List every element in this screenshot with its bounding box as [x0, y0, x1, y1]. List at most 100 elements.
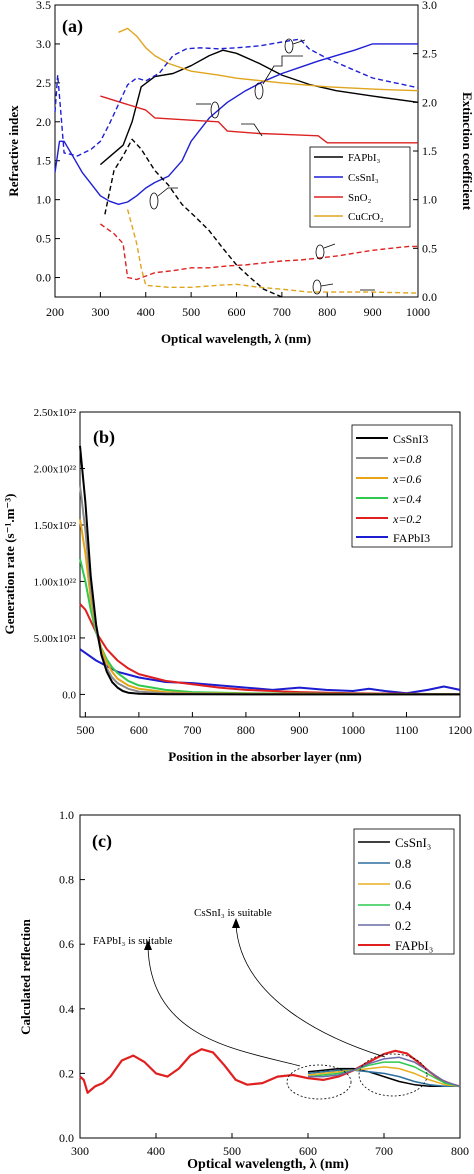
y-tick-label: 0.0 — [62, 689, 76, 701]
x-tick-label: 500 — [223, 1144, 241, 1158]
y-tick-label: 1.0 — [59, 808, 74, 822]
panel-c-y-axis-title: Calculated reflection — [18, 918, 33, 1034]
y-tick-label: 0.5 — [422, 241, 437, 255]
panel-b-series — [79, 445, 461, 696]
y-tick-label: 2.5 — [36, 76, 51, 90]
panel-a-legend: FAPbI₃ CsSnI₃ SnO₂ CuCrO₂ — [309, 146, 411, 228]
legend-entry: SnO₂ — [348, 192, 372, 204]
panel-c-legend: CsSnI₃ 0.8 0.6 0.4 0.2 FAPbI₃ — [353, 828, 455, 955]
y-tick-label: 0.6 — [59, 937, 74, 951]
series-line-3 — [307, 1066, 461, 1088]
annotation-arrowhead — [144, 940, 152, 950]
series-line-1 — [307, 1067, 460, 1088]
series-line-5 — [308, 1056, 461, 1088]
x-tick-label: 500 — [76, 723, 94, 737]
y-tick-label: 2.0 — [422, 95, 437, 109]
x-tick-label: 400 — [137, 305, 155, 319]
panel-a-x-axis-title: Optical wavelength, λ (nm) — [161, 331, 311, 346]
y-tick-label: 0.4 — [59, 1002, 74, 1016]
panel-c: (c) 300 400 500 600 700 800 0.0 0.2 0.4 0.6 0.8 1.… — [18, 808, 469, 1172]
series-line-n-1 — [54, 43, 418, 206]
legend-entry: FAPbI₃ — [348, 152, 381, 164]
panel-c-annotations: CsSnI₃ is suitable FAPbI₃ is suitable — [93, 907, 428, 1100]
legend-entry: 0.8 — [395, 856, 411, 871]
legend-entry: 0.6 — [395, 877, 412, 892]
legend-entry: FAPbI3 — [393, 531, 430, 545]
y-tick-label: 1.50x10²² — [34, 520, 77, 532]
y-tick-label: 1.00x10²² — [34, 576, 77, 588]
series-line-x-0-2 — [79, 603, 461, 696]
y-tick-label: 1.5 — [422, 144, 437, 158]
legend-entry: CsSnI3 — [393, 432, 428, 446]
panel-c-label: (c) — [92, 831, 112, 852]
y-tick-label: 0.0 — [59, 1131, 74, 1145]
x-tick-label: 1000 — [341, 723, 365, 737]
annotation-circle — [210, 101, 220, 119]
legend-entry: 0.2 — [395, 918, 411, 933]
x-tick-label: 700 — [273, 305, 291, 319]
panel-c-x-axis-title: Optical wavelength, λ (nm) — [187, 1157, 349, 1172]
panel-b-y-ticks: 0.0 5.00x10²¹ 1.00x10²² 1.50x10²² 2.00x10²² 2… — [34, 407, 85, 701]
series-line-n-2 — [100, 95, 418, 144]
annotation-arrowhead — [232, 918, 240, 928]
series-line-0 — [79, 1048, 461, 1094]
y-tick-label: 5.00x10²¹ — [34, 633, 76, 645]
x-tick-label: 900 — [290, 723, 308, 737]
y-tick-label: 1.5 — [36, 154, 51, 168]
y-tick-label: 0.8 — [59, 873, 74, 887]
annotation-arrow — [323, 243, 336, 249]
x-tick-label: 900 — [364, 305, 382, 319]
series-line-k-0 — [104, 138, 283, 298]
x-tick-label: 600 — [130, 723, 148, 737]
legend-entry: FAPbI₃ — [395, 938, 433, 953]
annotation-circle — [358, 1053, 428, 1097]
x-tick-label: 800 — [451, 1144, 469, 1158]
y-tick-label: 1.0 — [422, 193, 437, 207]
panel-b-plot-frame — [79, 411, 461, 718]
x-tick-label: 800 — [237, 723, 255, 737]
panel-c-legend-box — [353, 828, 455, 955]
series-line-4 — [307, 1061, 461, 1088]
x-tick-label: 800 — [318, 305, 336, 319]
y-tick-label: 0.0 — [36, 271, 51, 285]
y-tick-label: 1.0 — [36, 193, 51, 207]
legend-entry: x=0.4 — [392, 492, 421, 506]
panel-c-series — [79, 1048, 461, 1094]
annotation-arrow — [320, 283, 334, 287]
annotation-arrow — [147, 945, 301, 1067]
x-tick-label: 700 — [375, 1144, 393, 1158]
x-tick-label: 200 — [46, 305, 64, 319]
y-tick-label: 2.0 — [36, 115, 51, 129]
x-tick-label: 600 — [228, 305, 246, 319]
x-tick-label: 700 — [183, 723, 201, 737]
panel-b-legend-box — [351, 424, 453, 548]
x-tick-label: 500 — [182, 305, 200, 319]
annotation-arrow — [157, 187, 178, 197]
series-line-n-3 — [118, 27, 419, 92]
panel-c-y-ticks: 0.0 0.2 0.4 0.6 0.8 1.0 — [59, 808, 85, 1145]
annotation-arrow — [241, 123, 263, 137]
panel-a-y-ticks: 0.0 0.5 1.0 1.5 2.0 2.5 3.0 3.5 — [36, 0, 60, 285]
x-tick-label: 1100 — [395, 723, 419, 737]
y-tick-label: 3.5 — [36, 0, 51, 12]
x-tick-label: 300 — [71, 1144, 89, 1158]
x-tick-label: 400 — [147, 1144, 165, 1158]
y-tick-label: 0.0 — [422, 290, 437, 304]
x-tick-label: 1000 — [406, 305, 430, 319]
panel-b-y-axis-title: Generation rate (s⁻¹.m⁻³) — [2, 493, 17, 634]
x-tick-label: 1200 — [448, 723, 472, 737]
y-tick-label: 2.00x10²² — [34, 463, 77, 475]
panel-b-x-axis-title: Position in the absorber layer (nm) — [168, 749, 361, 764]
panel-b: (b) 500 600 700 800 900 1000 1100 1200 0.0 5.00x… — [2, 407, 472, 764]
panel-c-x-ticks: 300 400 500 600 700 800 — [71, 1133, 469, 1158]
series-line-k-3 — [126, 209, 419, 294]
panel-a-y2-ticks: 0.0 0.5 1.0 1.5 2.0 2.5 3.0 — [413, 0, 437, 304]
y-tick-label: 2.50x10²² — [34, 407, 77, 419]
series-line-k-2 — [99, 223, 418, 281]
legend-entry: x=0.6 — [392, 472, 421, 486]
annotation-arrow — [262, 55, 303, 85]
y-tick-label: 2.5 — [422, 47, 437, 61]
panel-b-x-ticks: 500 600 700 800 900 1000 1100 1200 — [76, 712, 472, 737]
panel-a: (a) 200 300 400 500 600 700 800 900 1000 0.0 0.5 1… — [6, 0, 474, 346]
